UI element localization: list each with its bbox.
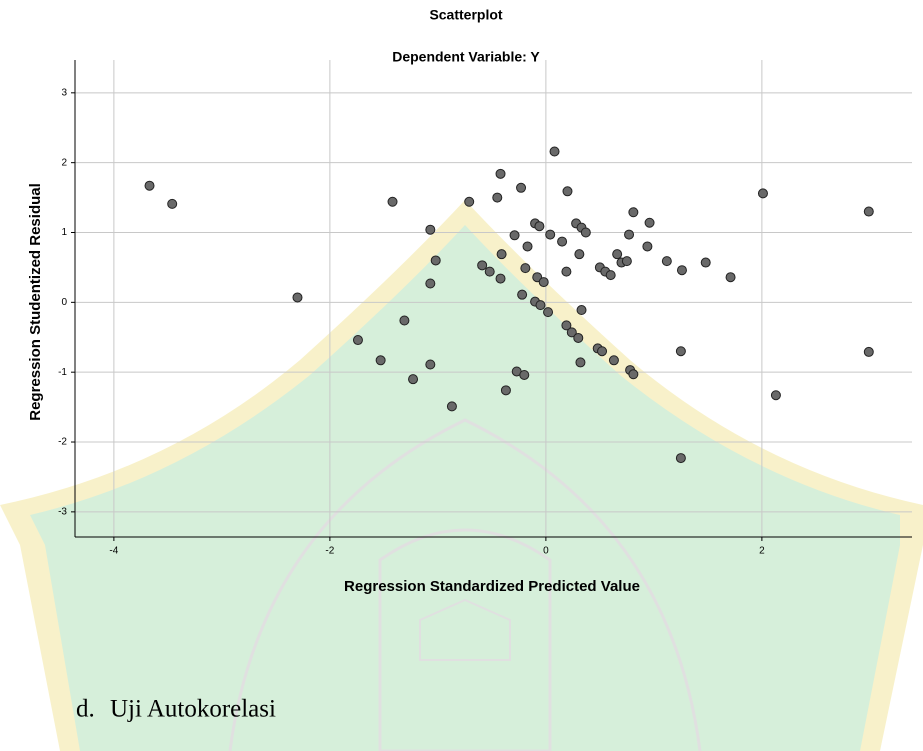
y-tick-label: 0 <box>61 297 67 308</box>
point <box>538 277 549 288</box>
point <box>535 300 546 311</box>
point <box>144 180 155 191</box>
point <box>496 249 507 260</box>
point <box>628 207 639 218</box>
watermark <box>0 200 923 751</box>
point <box>549 146 560 157</box>
point <box>292 292 303 303</box>
point <box>562 186 573 197</box>
x-tick-label: -4 <box>109 546 118 557</box>
point <box>495 168 506 179</box>
point <box>628 369 639 380</box>
point <box>642 241 653 252</box>
caption-text: Uji Autokorelasi <box>110 696 276 723</box>
point <box>644 217 655 228</box>
point <box>464 196 475 207</box>
point <box>387 196 398 207</box>
point <box>574 249 585 260</box>
point <box>430 255 441 266</box>
point <box>676 265 687 276</box>
point <box>561 266 572 277</box>
point <box>167 198 178 209</box>
point <box>352 335 363 346</box>
y-axis-label: Regression Studentized Residual <box>27 183 44 421</box>
y-tick-label: 1 <box>61 227 67 238</box>
point <box>561 320 572 331</box>
point <box>520 263 531 274</box>
point <box>608 355 619 366</box>
point <box>612 249 623 260</box>
point <box>516 182 527 193</box>
point <box>575 357 586 368</box>
point <box>573 332 584 343</box>
y-tick-label: -3 <box>58 506 67 517</box>
point <box>517 289 528 300</box>
chart-subtitle: Dependent Variable: Y <box>392 49 540 65</box>
point <box>534 221 545 232</box>
point <box>519 369 530 380</box>
point <box>425 224 436 235</box>
point <box>624 229 635 240</box>
point <box>863 346 874 357</box>
point <box>770 390 781 401</box>
x-tick-label: 0 <box>543 546 549 557</box>
y-tick-label: -2 <box>58 437 67 448</box>
point <box>477 260 488 271</box>
chart-title: Scatterplot <box>429 7 502 23</box>
y-tick-label: 2 <box>61 157 67 168</box>
point <box>661 256 672 267</box>
point <box>425 359 436 370</box>
point <box>522 241 533 252</box>
point <box>675 346 686 357</box>
point <box>557 236 568 247</box>
point <box>675 453 686 464</box>
point <box>757 188 768 199</box>
point <box>492 192 503 203</box>
point <box>495 273 506 284</box>
point <box>446 401 457 412</box>
point <box>399 315 410 326</box>
point <box>484 266 495 277</box>
point <box>576 305 587 316</box>
point <box>543 307 554 318</box>
point <box>621 256 632 267</box>
point <box>580 227 591 238</box>
point <box>597 346 608 357</box>
x-axis-label: Regression Standardized Predicted Value <box>344 578 640 595</box>
point <box>509 230 520 241</box>
point <box>566 327 577 338</box>
point <box>605 270 616 281</box>
point <box>863 206 874 217</box>
point <box>375 355 386 366</box>
point <box>408 374 419 385</box>
point <box>700 257 711 268</box>
point <box>500 385 511 396</box>
point <box>425 278 436 289</box>
point <box>725 272 736 283</box>
y-tick-label: 3 <box>61 87 67 98</box>
point <box>545 229 556 240</box>
x-tick-label: -2 <box>325 546 334 557</box>
caption-marker: d. <box>76 696 95 723</box>
y-tick-label: -1 <box>58 367 67 378</box>
x-tick-label: 2 <box>759 546 765 557</box>
